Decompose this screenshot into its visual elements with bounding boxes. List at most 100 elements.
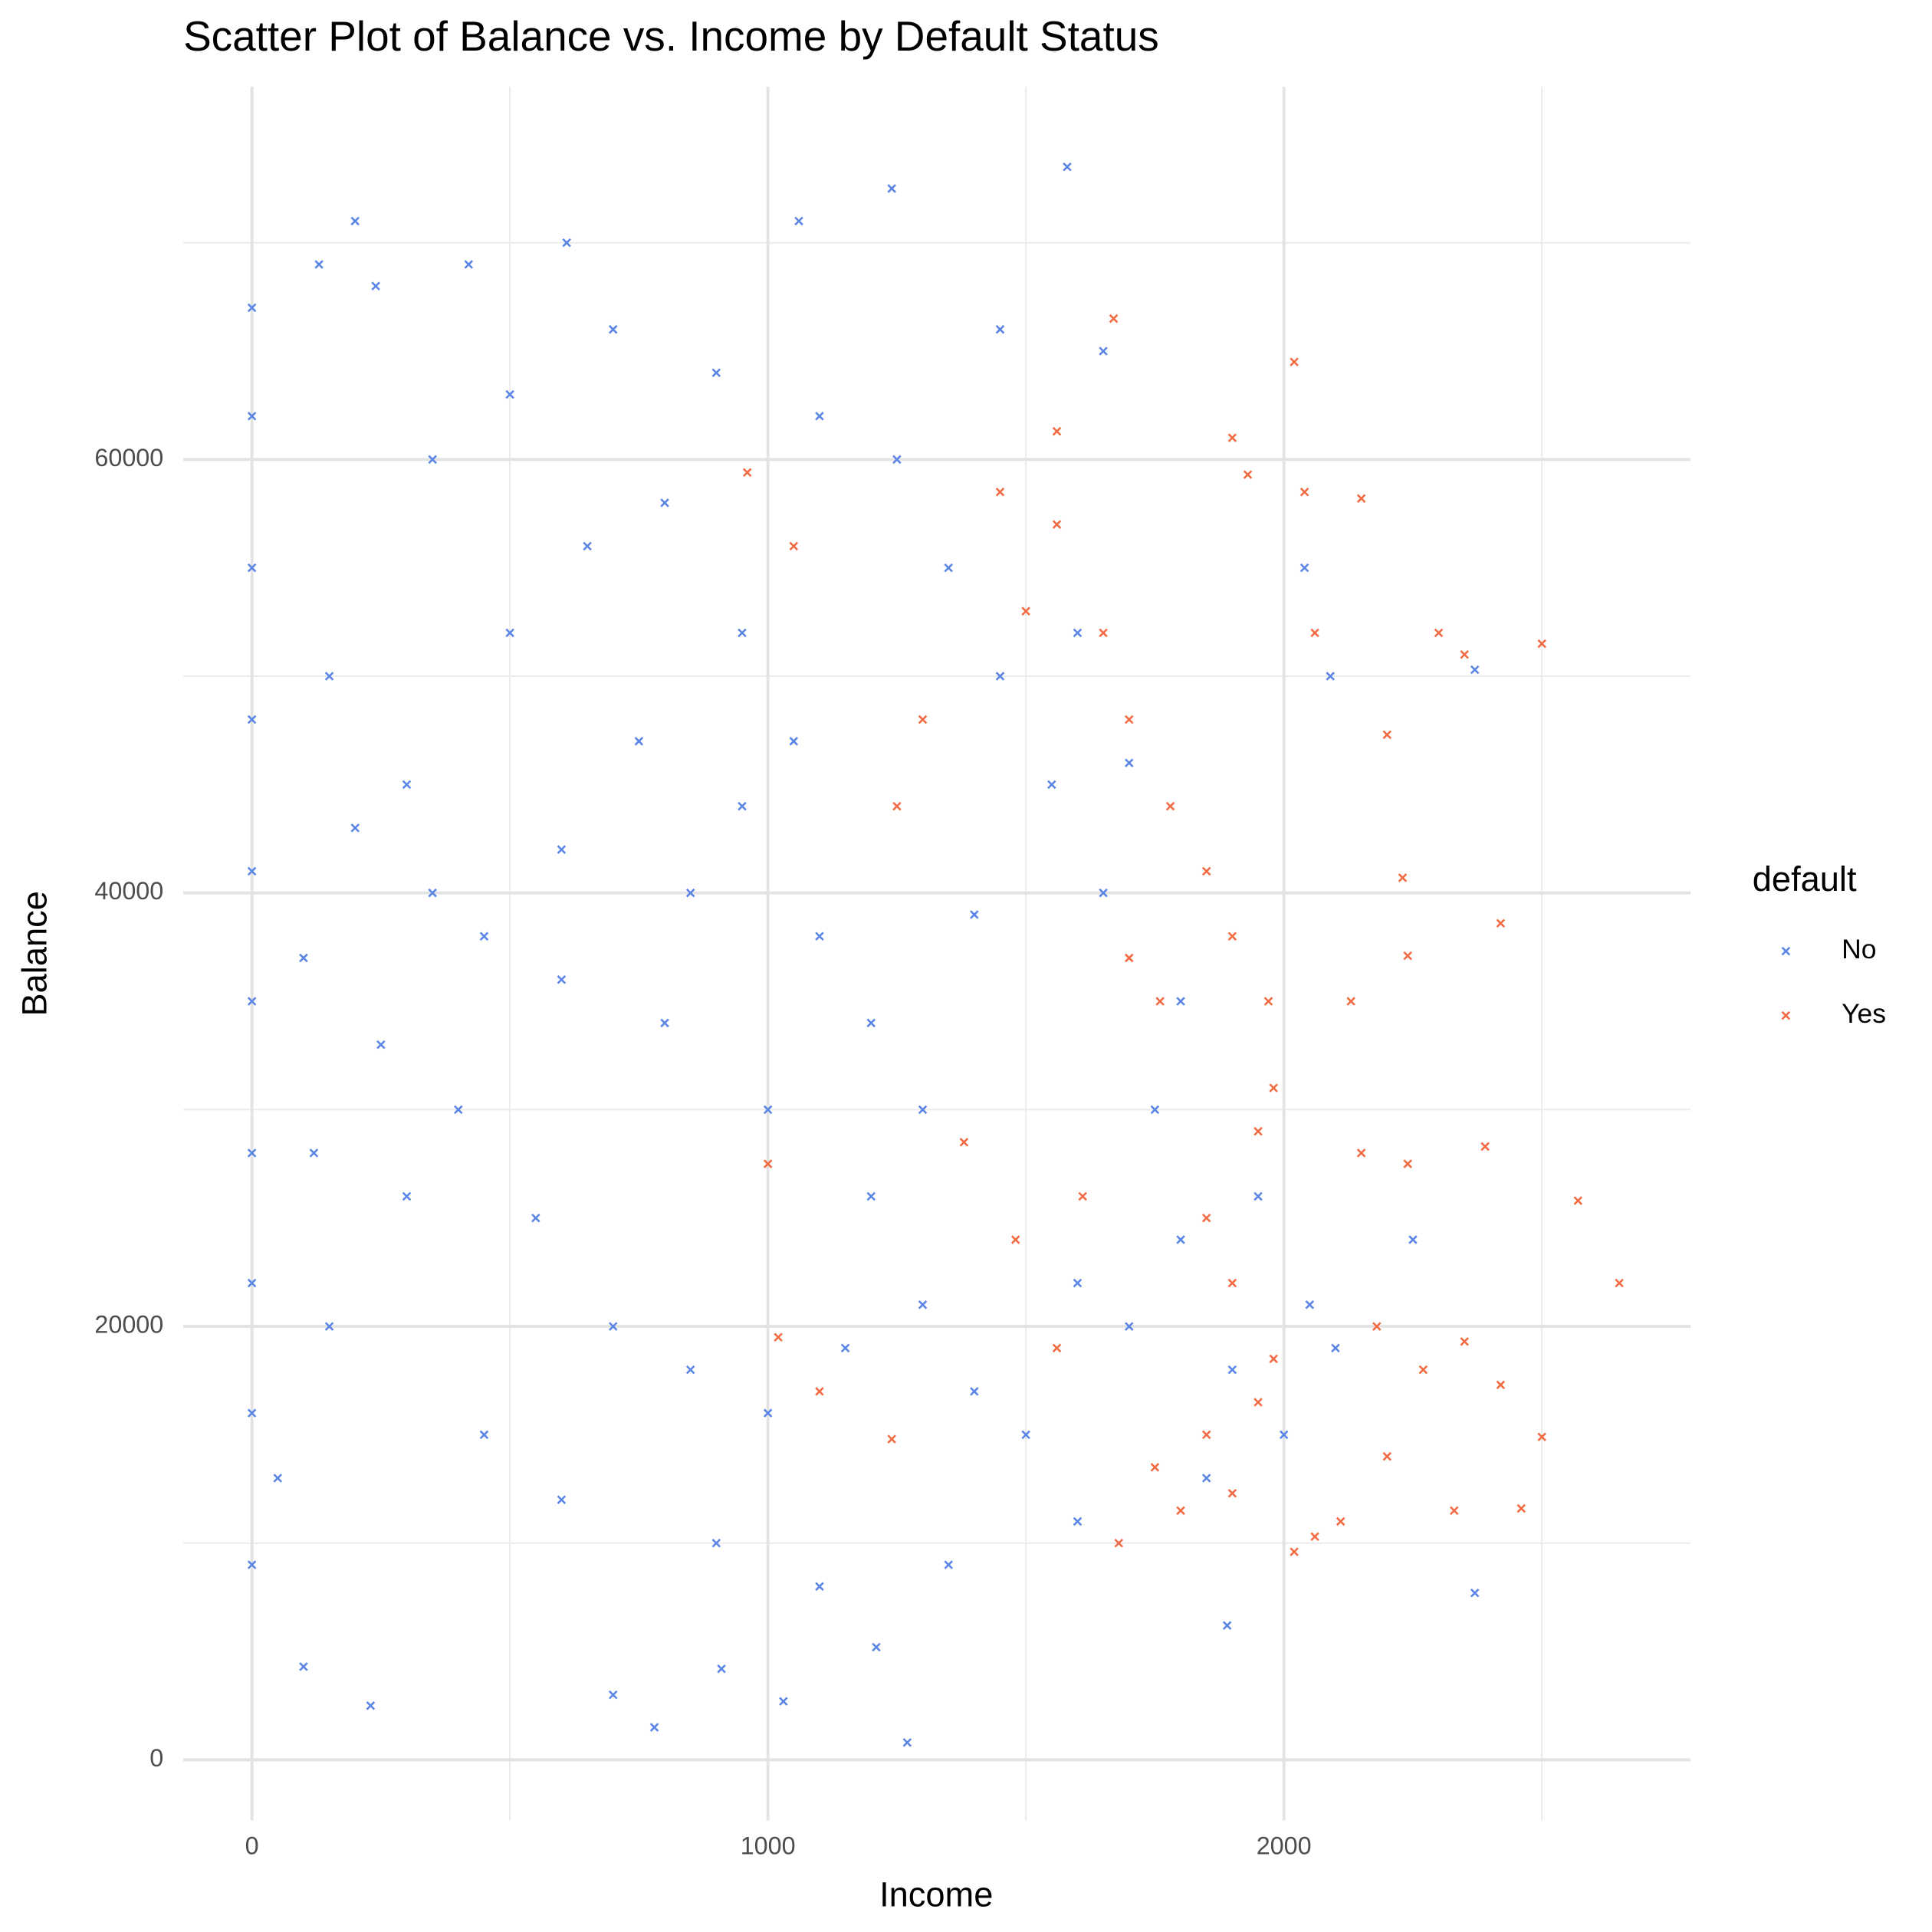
- point: [1573, 1196, 1583, 1205]
- legend-label: No: [1842, 934, 1876, 964]
- point: [685, 1365, 695, 1375]
- point: [557, 975, 567, 984]
- point: [1336, 1516, 1346, 1526]
- point: [742, 468, 752, 478]
- point: [815, 1582, 824, 1592]
- point: [944, 563, 953, 573]
- point: [562, 238, 571, 248]
- point: [1021, 1430, 1030, 1440]
- point: [959, 1138, 969, 1147]
- point: [892, 801, 902, 811]
- point: [1176, 1235, 1185, 1244]
- point: [815, 1387, 824, 1396]
- point: [944, 1560, 953, 1569]
- point: [892, 455, 902, 465]
- point: [1372, 1322, 1382, 1331]
- point: [1460, 649, 1469, 659]
- point: [763, 1105, 773, 1115]
- point: [1099, 628, 1108, 638]
- y-tick-label: 0: [150, 1744, 163, 1772]
- point: [717, 1664, 726, 1674]
- chart-title: Scatter Plot of Balance vs. Income by De…: [183, 12, 1159, 60]
- point: [1021, 606, 1030, 616]
- point: [505, 628, 514, 638]
- point: [583, 541, 592, 551]
- point: [1537, 639, 1546, 649]
- point: [247, 866, 257, 876]
- point: [1099, 888, 1108, 898]
- point: [1176, 997, 1185, 1006]
- point: [1290, 357, 1299, 366]
- point: [557, 845, 567, 854]
- y-tick-label: 60000: [94, 444, 163, 472]
- point: [1227, 1365, 1237, 1375]
- point: [1047, 780, 1056, 790]
- y-tick-label: 40000: [94, 877, 163, 905]
- point: [1124, 953, 1134, 963]
- point: [1165, 801, 1175, 811]
- point: [1109, 314, 1119, 324]
- point: [1346, 997, 1355, 1006]
- point: [1124, 1322, 1134, 1331]
- point: [774, 1332, 783, 1342]
- point: [299, 953, 308, 963]
- point: [402, 1191, 412, 1201]
- point: [649, 1723, 659, 1732]
- point: [247, 1278, 257, 1288]
- grid: [183, 87, 1691, 1821]
- point: [1449, 1506, 1459, 1516]
- point: [350, 216, 360, 226]
- point: [1052, 426, 1062, 436]
- point: [763, 1408, 773, 1418]
- point: [995, 672, 1005, 681]
- point: [1150, 1463, 1160, 1472]
- point: [371, 281, 380, 291]
- point: [970, 910, 979, 919]
- point: [840, 1343, 850, 1353]
- point: [1269, 1083, 1278, 1092]
- point: [887, 184, 896, 193]
- point: [1310, 1532, 1319, 1542]
- point: [887, 1434, 896, 1444]
- point: [1073, 1516, 1083, 1526]
- point: [866, 1191, 876, 1201]
- point: [1201, 1474, 1211, 1483]
- point: [324, 1322, 334, 1331]
- point: [247, 1408, 257, 1418]
- point: [309, 1148, 319, 1158]
- y-axis-label: Balance: [15, 891, 54, 1016]
- point: [1150, 1105, 1160, 1115]
- point: [660, 1018, 669, 1028]
- point: [454, 1105, 463, 1115]
- point: [1201, 1213, 1211, 1223]
- legend-marker: [1781, 1010, 1791, 1020]
- point: [1254, 1126, 1263, 1136]
- point: [247, 715, 257, 724]
- point: [1434, 628, 1444, 638]
- point: [1269, 1354, 1278, 1364]
- point: [763, 1159, 773, 1168]
- point: [918, 1300, 928, 1309]
- point: [1279, 1430, 1289, 1440]
- point: [557, 1495, 567, 1504]
- point: [1227, 932, 1237, 941]
- point: [247, 1560, 257, 1569]
- point: [314, 260, 324, 269]
- point: [685, 888, 695, 898]
- point: [1124, 758, 1134, 767]
- point: [1290, 1547, 1299, 1556]
- point: [531, 1213, 540, 1223]
- point: [1418, 1365, 1428, 1375]
- point: [1254, 1398, 1263, 1407]
- point: [1243, 470, 1253, 479]
- point: [1356, 494, 1366, 503]
- point: [1403, 951, 1412, 961]
- point: [995, 324, 1005, 334]
- point: [1615, 1278, 1624, 1288]
- point: [815, 932, 824, 941]
- point: [608, 324, 618, 334]
- point: [872, 1642, 881, 1652]
- point: [247, 997, 257, 1006]
